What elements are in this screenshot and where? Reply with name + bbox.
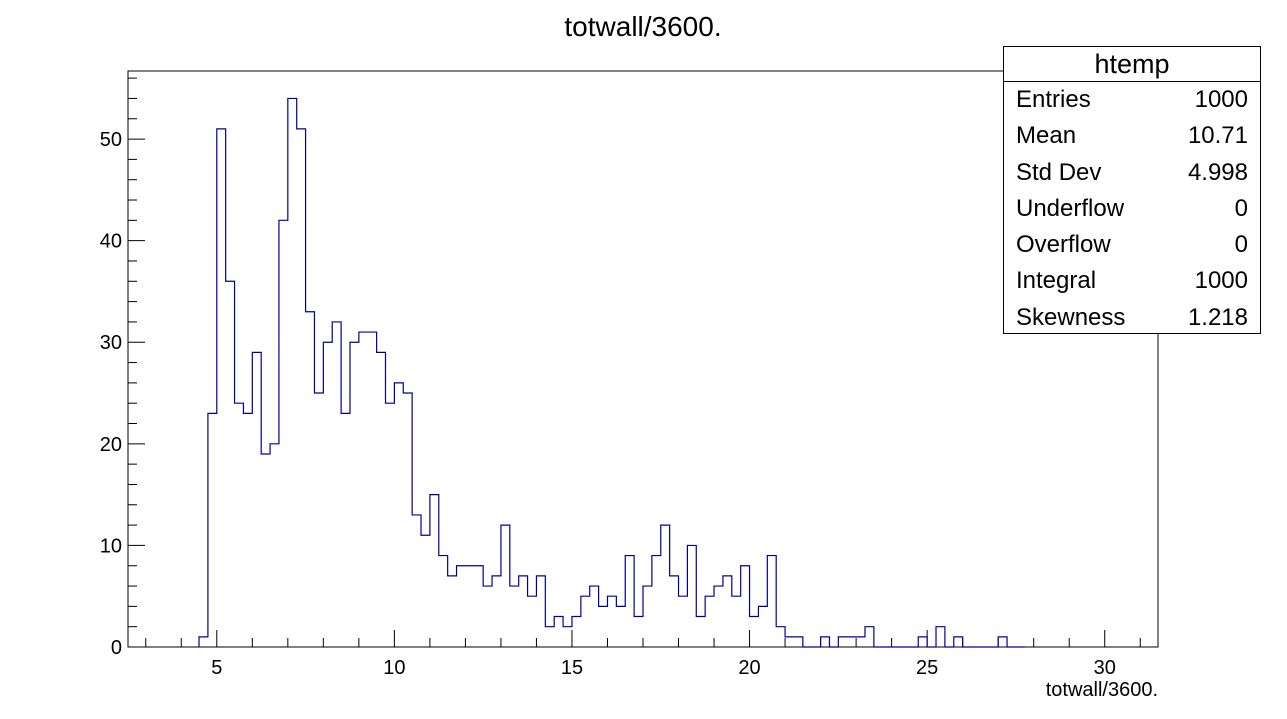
y-tick-label: 20 [100, 434, 122, 456]
x-tick-label: 25 [916, 657, 938, 679]
stats-row-underflow: Underflow 0 [1004, 191, 1260, 227]
stats-value: 0 [1234, 194, 1248, 222]
stats-row-std-dev: Std Dev 4.998 [1004, 155, 1260, 191]
stats-box: htemp Entries 1000 Mean 10.71 Std Dev 4.998 Un… [1003, 46, 1261, 334]
stats-value: 4.998 [1187, 158, 1248, 186]
axis-tick-labels: 5 10 15 20 25 30 0 10 20 30 40 50 [100, 129, 1116, 679]
y-tick-label: 40 [100, 231, 122, 253]
y-tick-label: 30 [100, 332, 122, 354]
stats-label: Mean [1016, 122, 1077, 150]
axis-ticks [128, 77, 1141, 648]
x-axis-label: totwall/3600. [1046, 679, 1158, 701]
stats-value: 1000 [1194, 86, 1248, 113]
stats-value: 1000 [1194, 267, 1248, 295]
stats-row-entries: Entries 1000 [1004, 82, 1260, 118]
y-tick-label: 0 [111, 637, 122, 659]
stats-label: Overflow [1016, 231, 1111, 259]
stats-rows: Entries 1000 Mean 10.71 Std Dev 4.998 Underflo… [1004, 82, 1260, 336]
stats-label: Underflow [1016, 194, 1125, 222]
stats-box-title: htemp [1004, 47, 1260, 82]
x-tick-label: 20 [738, 657, 760, 679]
y-tick-label: 50 [100, 129, 122, 151]
stats-row-mean: Mean 10.71 [1004, 118, 1260, 154]
histogram-outline [198, 97, 1025, 648]
stats-label: Entries [1016, 86, 1091, 113]
stats-value: 10.71 [1187, 122, 1248, 150]
stats-label: Integral [1016, 267, 1097, 295]
x-tick-label: 10 [383, 657, 405, 679]
chart-title: totwall/3600. [564, 11, 721, 42]
stats-row-skewness: Skewness 1.218 [1004, 300, 1260, 336]
x-tick-label: 15 [561, 657, 583, 679]
stats-row-integral: Integral 1000 [1004, 263, 1260, 299]
x-tick-label: 30 [1094, 657, 1116, 679]
stats-row-overflow: Overflow 0 [1004, 227, 1260, 263]
stats-value: 0 [1234, 231, 1248, 259]
stats-value: 1.218 [1187, 303, 1248, 331]
y-tick-label: 10 [100, 535, 122, 557]
stats-label: Std Dev [1016, 158, 1102, 186]
x-tick-label: 5 [211, 657, 222, 679]
stats-label: Skewness [1016, 303, 1126, 331]
